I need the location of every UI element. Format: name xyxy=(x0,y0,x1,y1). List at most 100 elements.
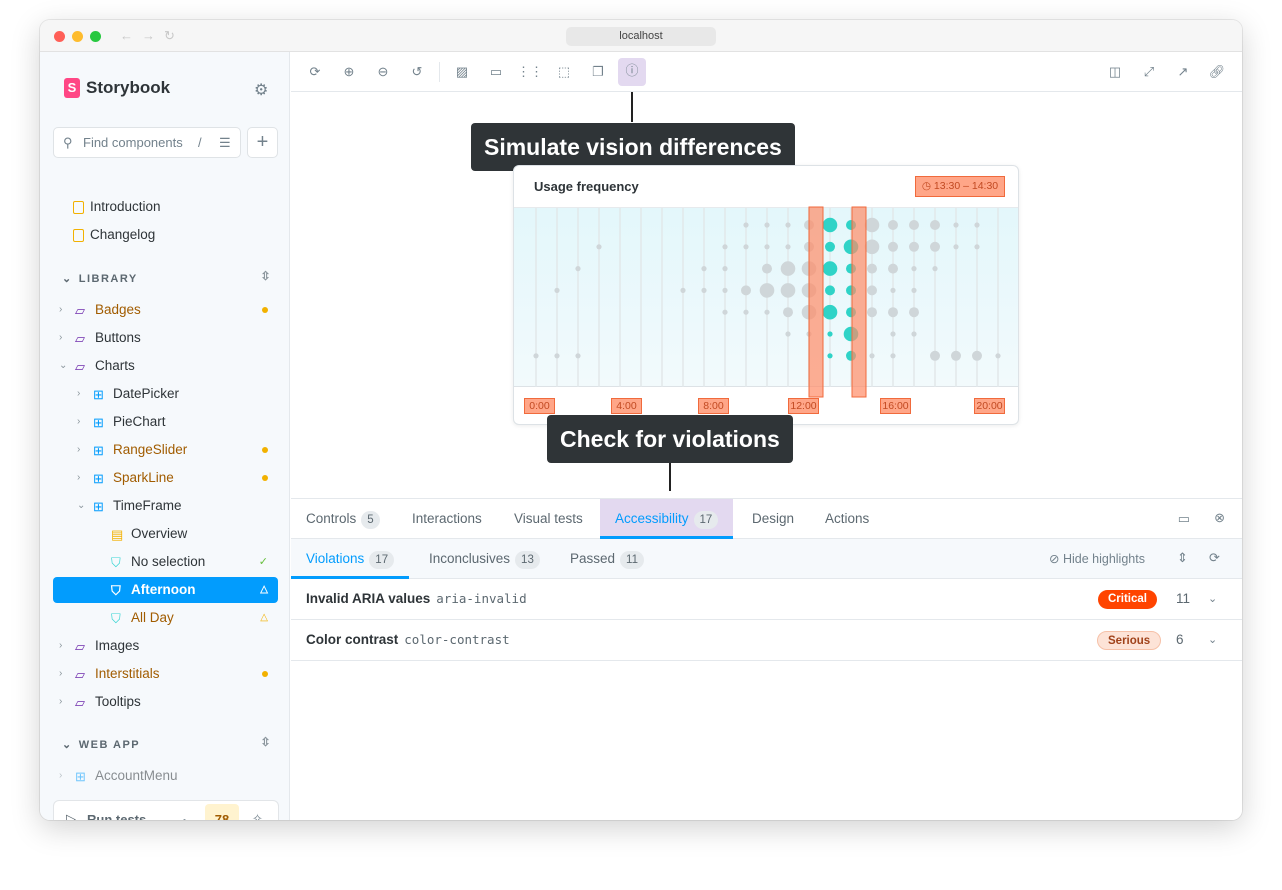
grid-icon[interactable]: ⋮⋮ xyxy=(517,64,543,79)
close-panel-icon[interactable]: ⊗ xyxy=(1214,510,1225,525)
sidebar-item-images[interactable]: › ▱ Images xyxy=(53,633,278,659)
item-label: No selection xyxy=(131,554,206,569)
section-label: WEB APP xyxy=(78,739,141,751)
close-window-button[interactable] xyxy=(54,31,65,42)
time-range-badge[interactable]: ◷ 13:30 – 14:30 xyxy=(915,176,1005,197)
item-label: Charts xyxy=(95,358,135,373)
sidebar-item-all-day[interactable]: ⛉ All Day △ xyxy=(53,605,278,631)
data-dot xyxy=(780,283,796,298)
violation-title: Invalid ARIA values xyxy=(306,591,431,606)
chevron-down-icon[interactable]: ⌄ xyxy=(1208,593,1218,605)
rerun-icon[interactable]: ⟳ xyxy=(1209,550,1220,565)
open-new-tab-icon[interactable]: ↗ xyxy=(1177,64,1189,79)
watch-icon[interactable]: ✧ xyxy=(252,811,263,820)
folder-icon: ▱ xyxy=(75,666,85,682)
expand-icon[interactable]: ⇳ xyxy=(260,735,272,749)
range-handle-end[interactable] xyxy=(851,206,867,398)
address-bar[interactable]: localhost xyxy=(566,27,716,46)
sidebar-item-piechart[interactable]: › ⊞ PieChart xyxy=(53,409,278,435)
sidebar-item-buttons[interactable]: › ▱ Buttons xyxy=(53,325,278,351)
run-tests-button[interactable]: Run tests xyxy=(87,812,147,820)
hide-highlights-button[interactable]: ⊘ Hide highlights xyxy=(1049,551,1145,566)
sidebar-doc-item[interactable]: Changelog xyxy=(73,222,298,248)
expand-collapse-icon[interactable]: ⇕ xyxy=(1177,550,1188,565)
viewport-icon[interactable]: ▭ xyxy=(489,64,503,79)
tab-actions[interactable]: Actions xyxy=(810,499,884,539)
expand-icon[interactable]: ⇳ xyxy=(260,269,272,283)
zoom-out-icon[interactable]: ⊖ xyxy=(377,64,389,79)
storybook-logo[interactable]: S Storybook xyxy=(64,78,170,98)
sidebar-section-header[interactable]: ⌄ LIBRARY ⇳ xyxy=(62,269,272,285)
back-icon[interactable]: ← xyxy=(120,28,133,43)
tab-visual-tests[interactable]: Visual tests xyxy=(499,499,598,539)
tab-label: Actions xyxy=(825,511,870,526)
search-input[interactable]: ⚲ Find components / ☰ xyxy=(53,127,241,158)
selected-dot xyxy=(822,261,838,276)
measure-icon[interactable]: ❐ xyxy=(592,64,604,79)
data-dot xyxy=(743,244,749,250)
fullscreen-icon[interactable]: ⤢ xyxy=(1143,64,1155,79)
remount-icon[interactable]: ⟳ xyxy=(309,64,321,79)
range-handle-start[interactable] xyxy=(808,206,824,398)
zoom-in-icon[interactable]: ⊕ xyxy=(343,64,355,79)
filter-icon[interactable]: ☰ xyxy=(219,135,231,150)
selected-dot xyxy=(822,304,838,320)
test-count-badge[interactable]: 78 xyxy=(205,804,239,820)
rule-id: color-contrast xyxy=(404,632,510,647)
rule-id: aria-invalid xyxy=(436,591,527,606)
subtab-violations[interactable]: Violations 17 xyxy=(291,539,410,579)
sidebar-item-overview[interactable]: ▤ Overview xyxy=(53,521,278,547)
item-label: AccountMenu xyxy=(95,768,178,783)
data-dot xyxy=(890,353,896,359)
accessibility-icon[interactable]: ⓘ xyxy=(618,58,646,86)
reset-zoom-icon[interactable]: ↺ xyxy=(411,64,423,79)
chevron-right-icon: › xyxy=(59,304,63,315)
link-icon[interactable]: 🔗︎ xyxy=(1208,64,1226,79)
sidebar-item-timeframe[interactable]: ⌄ ⊞ TimeFrame xyxy=(53,493,278,519)
sidebar-toggle-icon[interactable]: ◫ xyxy=(1108,64,1122,79)
sidebar-item-interstitials[interactable]: › ▱ Interstitials xyxy=(53,661,278,687)
outline-icon[interactable]: ⬚ xyxy=(557,64,571,79)
minimize-window-button[interactable] xyxy=(72,31,83,42)
gear-icon[interactable]: ⚙ xyxy=(254,82,269,99)
sidebar-item-sparkline[interactable]: › ⊞ SparkLine xyxy=(53,465,278,491)
sidebar-item-badges[interactable]: › ▱ Badges xyxy=(53,297,278,323)
sidebar-item-datepicker[interactable]: › ⊞ DatePicker xyxy=(53,381,278,407)
sidebar-doc-item[interactable]: Introduction xyxy=(73,194,298,220)
item-label: DatePicker xyxy=(113,386,180,401)
tab-label: Interactions xyxy=(412,511,482,526)
tab-accessibility[interactable]: Accessibility 17 xyxy=(600,499,734,539)
background-icon[interactable]: ▨ xyxy=(455,64,469,79)
arrow-up xyxy=(631,92,633,122)
tab-design[interactable]: Design xyxy=(737,499,809,539)
tab-interactions[interactable]: Interactions xyxy=(397,499,497,539)
violation-row[interactable]: Color contrast color-contrast Serious 6 ⌄ xyxy=(291,620,1242,661)
maximize-window-button[interactable] xyxy=(90,31,101,42)
sidebar-item-afternoon[interactable]: ⛉ Afternoon △ xyxy=(53,577,278,603)
sidebar-item-no-selection[interactable]: ⛉ No selection ✓ xyxy=(53,549,278,575)
sidebar-item-charts[interactable]: ⌄ ▱ Charts xyxy=(53,353,278,379)
subtab-passed[interactable]: Passed 11 xyxy=(555,539,659,579)
usage-frequency-card: Usage frequency ◷ 13:30 – 14:30 0:00 4:00… xyxy=(513,165,1019,425)
violation-row[interactable]: Invalid ARIA values aria-invalid Critical 1… xyxy=(291,579,1242,620)
sidebar-section-header[interactable]: ⌄ WEB APP ⇳ xyxy=(62,735,272,751)
x-axis-label: 16:00 xyxy=(880,398,911,414)
component-icon: ⊞ xyxy=(93,498,104,514)
sidebar-item[interactable]: › ⊞ AccountMenu xyxy=(53,763,278,789)
subtab-inconclusives[interactable]: Inconclusives 13 xyxy=(414,539,555,579)
add-button[interactable]: + xyxy=(247,127,278,158)
search-placeholder: Find components xyxy=(83,135,183,150)
chevron-down-icon[interactable]: ⌄ xyxy=(1208,634,1218,646)
sidebar-item-tooltips[interactable]: › ▱ Tooltips xyxy=(53,689,278,715)
chevron-up-icon[interactable]: ︿ xyxy=(179,813,190,820)
sidebar-item-rangeslider[interactable]: › ⊞ RangeSlider xyxy=(53,437,278,463)
warning-status-dot xyxy=(262,447,268,453)
warning-status-dot xyxy=(262,475,268,481)
forward-icon[interactable]: → xyxy=(142,28,155,43)
component-icon: ⊞ xyxy=(93,414,104,430)
reload-icon[interactable]: ↻ xyxy=(164,28,175,43)
panel-position-icon[interactable]: ▭ xyxy=(1177,511,1190,526)
tab-controls[interactable]: Controls 5 xyxy=(291,499,395,539)
clock-icon: ◷ xyxy=(921,180,934,192)
component-icon: ⊞ xyxy=(75,768,86,784)
